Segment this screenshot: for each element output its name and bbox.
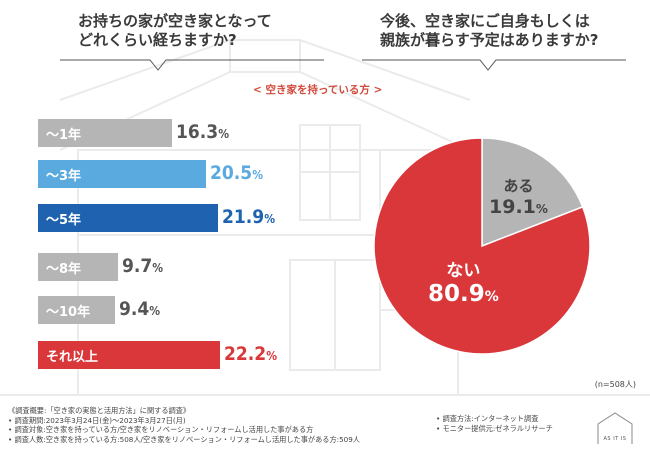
bar-value-number: 16.3 <box>176 121 219 143</box>
notes-period: • 調査期間:2023年3月24日(金)〜2023年3月27日(月) <box>8 415 186 425</box>
bar-value-label: 9.7% <box>122 255 163 277</box>
notes-count: • 調査人数:空き家を持っている方:508人/空き家をリノベーション・リフォーム… <box>8 434 360 444</box>
bar-category-label: 〜8年 <box>46 261 82 277</box>
notes-target: • 調査対象:空き家を持っている方/空き家をリノベーション・リフォームし活用した… <box>8 425 314 435</box>
survey-notes-right: • 調査方法:インターネット調査 • モニター提供元:ゼネラルリサーチ <box>436 414 553 433</box>
bar-category-label: 〜10年 <box>46 304 91 320</box>
bar-value-label: 16.3% <box>176 121 229 143</box>
chart-subtitle: < 空き家を持っている方 > <box>253 84 383 96</box>
bar-value-unit: % <box>149 304 161 318</box>
bar: 〜3年 <box>38 160 206 188</box>
right-question-bubble: 今後、空き家にご自身もしくは 親族が暮らす予定はありますか? <box>360 12 628 71</box>
bar: 〜5年 <box>38 204 218 232</box>
speech-bubble-outline <box>60 59 324 71</box>
logo-text: AS IT IS <box>603 436 627 442</box>
pie-unit-aru: % <box>535 202 548 216</box>
left-question-bubble: お持ちの家が空き家となって どれくらい経ちますか? <box>58 12 326 71</box>
bar-value-unit: % <box>266 349 278 363</box>
pie-slice-1 <box>373 137 591 355</box>
logo-house-icon <box>597 412 633 444</box>
bar-row: 〜10年 9.4% <box>38 296 298 324</box>
bar-value-number: 9.4 <box>119 298 150 320</box>
bar-value-number: 22.2 <box>224 343 267 365</box>
right-question-line1: 今後、空き家にご自身もしくは <box>380 12 590 30</box>
survey-notes: 《調査概要:「空き家の実態と活用方法」に関する調査》 • 調査期間:2023年3… <box>8 406 360 444</box>
bar-category-label: それ以上 <box>46 349 99 365</box>
pie-label-aru: ある 19.1% <box>489 175 548 218</box>
bar-value-label: 9.4% <box>119 298 160 320</box>
left-question-line2: どれくらい経ちますか? <box>78 31 237 49</box>
bar-value-unit: % <box>152 261 164 275</box>
bar-row: 〜8年 9.7% <box>38 253 298 281</box>
pie-label-nai-name: ない <box>446 261 481 281</box>
pie-slice-0 <box>481 137 584 248</box>
notes-method: • 調査方法:インターネット調査 <box>436 414 539 423</box>
bar-value-number: 9.7 <box>122 255 153 277</box>
right-question-line2: 親族が暮らす予定はありますか? <box>380 31 599 49</box>
bar-value-number: 20.5 <box>210 162 253 184</box>
bar-value-unit: % <box>218 127 230 141</box>
bar-value-label: 20.5% <box>210 162 263 184</box>
bar-value-unit: % <box>264 212 276 226</box>
bar: 〜1年 <box>38 119 172 147</box>
bar: 〜8年 <box>38 253 118 281</box>
pie-label-nai: ない 80.9% <box>428 256 499 307</box>
bar-row: 〜5年 21.9% <box>38 204 298 232</box>
bar-value-label: 21.9% <box>222 206 275 228</box>
bar: 〜10年 <box>38 296 115 324</box>
pie-unit-nai: % <box>484 289 499 305</box>
bar-value-label: 22.2% <box>224 343 277 365</box>
bar-value-unit: % <box>252 168 264 182</box>
left-question-line1: お持ちの家が空き家となって <box>78 12 272 30</box>
bar-category-label: 〜1年 <box>46 127 82 143</box>
bar-category-label: 〜3年 <box>46 168 82 184</box>
bar-row: 〜3年 20.5% <box>38 160 298 188</box>
pie-label-aru-name: ある <box>503 177 534 195</box>
bar-value-number: 21.9 <box>222 206 265 228</box>
sample-size: (n=508人) <box>594 380 636 389</box>
pie-value-nai: 80.9 <box>428 281 485 307</box>
bar-category-label: 〜5年 <box>46 212 82 228</box>
bar-row: それ以上 22.2% <box>38 341 298 369</box>
bar-row: 〜1年 16.3% <box>38 119 298 147</box>
speech-bubble-outline <box>362 59 626 71</box>
bar: それ以上 <box>38 341 220 369</box>
pie-value-aru: 19.1 <box>489 196 536 218</box>
notes-title: 《調査概要:「空き家の実態と活用方法」に関する調査》 <box>8 406 191 415</box>
notes-provider: • モニター提供元:ゼネラルリサーチ <box>436 423 553 433</box>
